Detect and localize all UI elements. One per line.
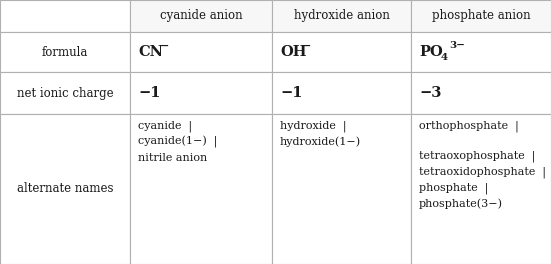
Bar [272,72,411,114]
Text: 4: 4 [441,53,448,62]
Text: −: − [160,40,169,50]
Bar [411,0,551,32]
Bar [0,0,130,32]
Text: −1: −1 [138,86,160,100]
Bar [130,0,272,32]
Bar [411,32,551,72]
Text: alternate names: alternate names [17,182,114,196]
Bar [0,32,130,72]
Bar [272,0,411,32]
Text: 3−: 3− [449,40,465,50]
Bar [130,114,272,264]
Bar [130,72,272,114]
Bar [411,114,551,264]
Bar [411,72,551,114]
Text: phosphate anion: phosphate anion [431,10,530,22]
Text: cyanide anion: cyanide anion [160,10,242,22]
Text: cyanide  |
cyanide(1−)  |
nitrile anion: cyanide | cyanide(1−) | nitrile anion [138,120,218,163]
Text: OH: OH [280,45,306,59]
Bar [0,72,130,114]
Text: formula: formula [42,45,88,59]
Text: −1: −1 [280,86,302,100]
Bar [272,114,411,264]
Text: hydroxide  |
hydroxide(1−): hydroxide | hydroxide(1−) [280,120,361,147]
Text: hydroxide anion: hydroxide anion [294,10,390,22]
Bar [0,114,130,264]
Bar [130,32,272,72]
Text: orthophosphate  |

tetraoxophosphate  |
tetraoxidophosphate  |
phosphate  |
phos: orthophosphate | tetraoxophosphate | tet… [419,120,546,209]
Text: PO: PO [419,45,443,59]
Text: −3: −3 [419,86,441,100]
Text: net ionic charge: net ionic charge [17,87,114,100]
Text: CN: CN [138,45,163,59]
Text: −: − [302,40,311,50]
Bar [272,32,411,72]
